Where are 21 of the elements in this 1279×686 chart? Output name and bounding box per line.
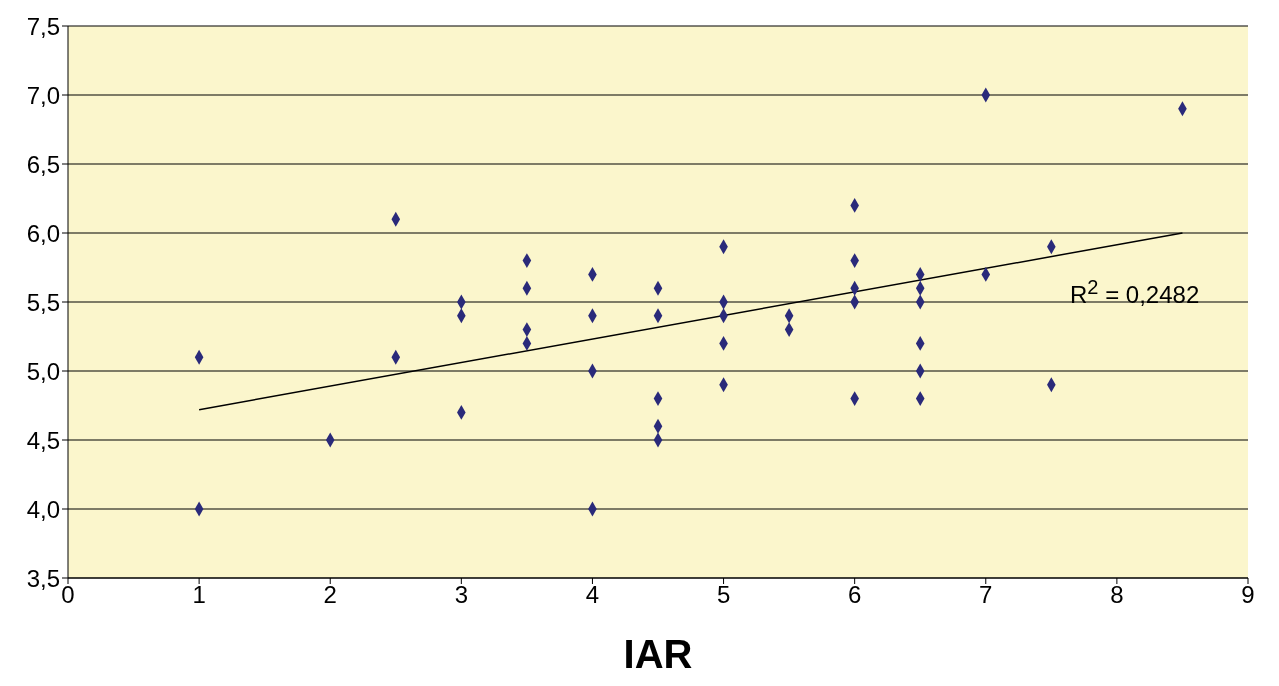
x-tick-label: 0 — [61, 581, 75, 609]
y-tick-label: 6,5 — [26, 150, 60, 178]
y-tick-label: 4,0 — [26, 495, 60, 523]
y-tick-label: 5,0 — [26, 357, 60, 385]
y-tick-label: 6,0 — [26, 219, 60, 247]
x-tick-label: 5 — [716, 581, 731, 609]
x-tick-label: 3 — [454, 581, 469, 609]
x-tick-label: 9 — [1241, 581, 1255, 609]
y-tick-label: 5,5 — [26, 288, 60, 316]
x-tick-label: 1 — [192, 581, 206, 609]
y-tick-label: 4,5 — [26, 426, 60, 454]
y-tick-label: 3,5 — [26, 564, 60, 592]
x-tick-label: 8 — [1110, 581, 1124, 609]
x-tick-label: 7 — [979, 581, 993, 609]
y-tick-label: 7,5 — [26, 12, 60, 40]
annotation: R$^{2}$ = 0,2482 — [1070, 276, 1200, 309]
x-tick-label: 2 — [323, 581, 337, 609]
x-tick-label: 6 — [847, 581, 862, 609]
y-tick-label: 7,0 — [26, 81, 60, 109]
x-tick-label: 4 — [585, 581, 600, 609]
x-axis-title: IAR — [623, 632, 693, 676]
